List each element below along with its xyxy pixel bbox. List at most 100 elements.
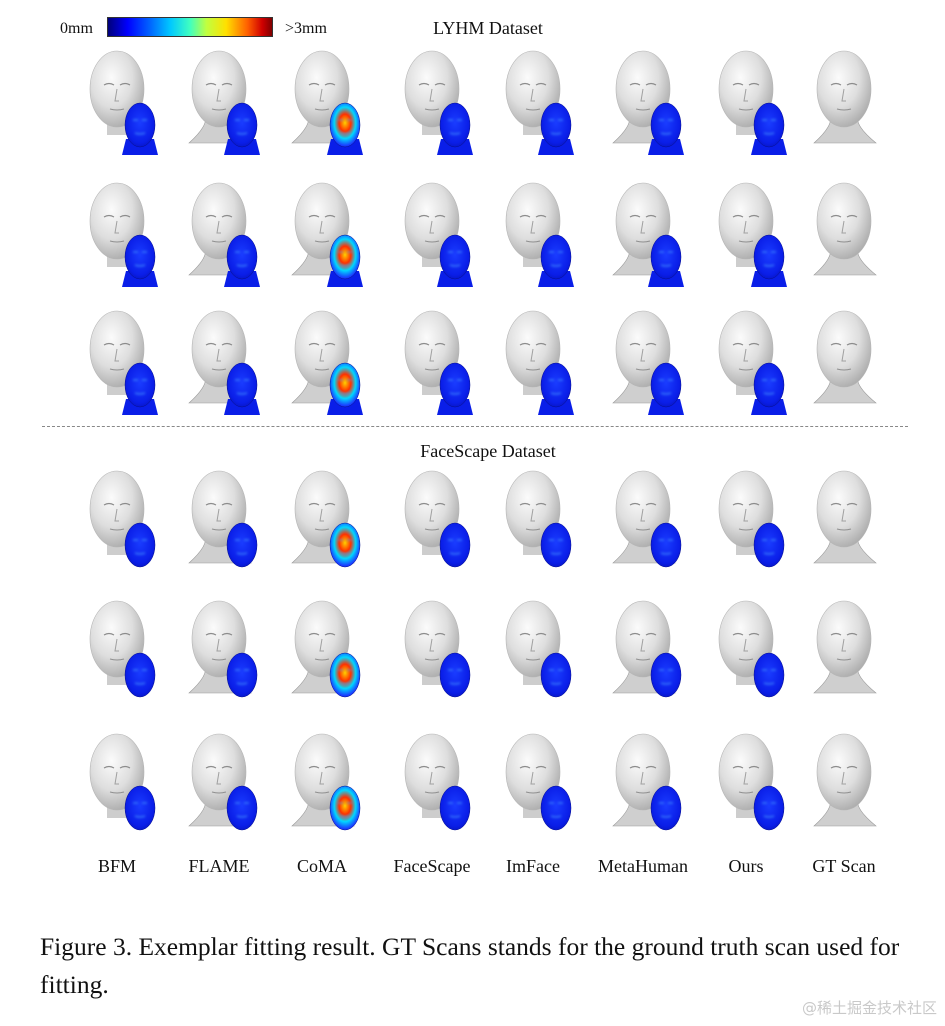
section-divider	[42, 426, 908, 427]
error-heatmap	[226, 522, 258, 568]
error-heatmap	[224, 234, 260, 287]
face-render	[188, 182, 260, 287]
error-heatmap	[124, 522, 156, 568]
face-render	[718, 310, 787, 415]
face-render	[505, 470, 572, 568]
face-render	[718, 733, 785, 831]
error-heatmap	[648, 102, 684, 155]
error-heatmap	[224, 102, 260, 155]
error-heatmap	[439, 522, 471, 568]
error-heatmap	[650, 522, 682, 568]
face-render	[612, 733, 682, 831]
face-render	[612, 600, 682, 698]
lyhm-dataset-title: LYHM Dataset	[433, 18, 543, 38]
face-render	[813, 310, 877, 404]
error-heatmap	[327, 362, 363, 415]
error-heatmap	[327, 102, 363, 155]
face-render	[404, 600, 471, 698]
error-heatmap	[648, 234, 684, 287]
face-render	[188, 50, 260, 155]
face-render	[89, 733, 156, 831]
figure-caption: Figure 3. Exemplar fitting result. GT Sc…	[40, 932, 900, 999]
face-render	[291, 182, 363, 287]
face-results-grid	[89, 50, 877, 831]
method-label-facescape: FaceScape	[393, 856, 471, 876]
face-render	[718, 50, 787, 155]
watermark: @稀土掘金技术社区	[801, 999, 937, 1017]
error-heatmap	[437, 234, 473, 287]
error-heatmap	[122, 102, 158, 155]
error-heatmap	[540, 652, 572, 698]
face-render	[404, 50, 473, 155]
face-render	[89, 600, 156, 698]
error-heatmap	[751, 234, 787, 287]
error-heatmap	[538, 102, 574, 155]
face-render	[404, 182, 473, 287]
error-heatmap	[540, 522, 572, 568]
face-render	[505, 50, 574, 155]
face-render	[505, 182, 574, 287]
method-label-gt-scan: GT Scan	[812, 856, 876, 876]
face-render	[612, 50, 684, 155]
face-render	[89, 50, 158, 155]
error-heatmap	[124, 785, 156, 831]
face-render	[505, 600, 572, 698]
error-heatmap	[226, 652, 258, 698]
face-render	[505, 733, 572, 831]
face-render	[404, 733, 471, 831]
face-render	[718, 600, 785, 698]
face-render	[291, 470, 361, 568]
error-heatmap	[538, 362, 574, 415]
method-label-flame: FLAME	[188, 856, 250, 876]
method-label-ours: Ours	[728, 856, 764, 876]
face-render	[813, 470, 877, 564]
error-heatmap	[751, 102, 787, 155]
face-render	[188, 470, 258, 568]
error-heatmap	[329, 652, 361, 698]
error-heatmap	[540, 785, 572, 831]
error-heatmap	[439, 785, 471, 831]
error-heatmap	[439, 652, 471, 698]
face-render	[612, 310, 684, 415]
face-render	[612, 470, 682, 568]
method-label-coma: CoMA	[296, 856, 347, 876]
face-render	[505, 310, 574, 415]
error-heatmap	[329, 785, 361, 831]
face-render	[813, 50, 877, 144]
face-render	[89, 182, 158, 287]
legend-min-label: 0mm	[60, 20, 93, 37]
error-heatmap	[122, 362, 158, 415]
method-label-imface: ImFace	[506, 856, 560, 876]
error-heatmap	[753, 522, 785, 568]
error-heatmap	[437, 102, 473, 155]
face-render	[291, 50, 363, 155]
face-render	[612, 182, 684, 287]
error-heatmap	[124, 652, 156, 698]
error-heatmap	[122, 234, 158, 287]
face-render	[291, 600, 361, 698]
face-render	[813, 182, 877, 276]
face-render	[188, 600, 258, 698]
face-render	[718, 470, 785, 568]
face-render	[404, 470, 471, 568]
face-render	[89, 470, 156, 568]
face-render	[813, 600, 877, 694]
error-heatmap	[224, 362, 260, 415]
error-heatmap	[327, 234, 363, 287]
error-heatmap	[329, 522, 361, 568]
facescape-dataset-title: FaceScape Dataset	[420, 441, 556, 461]
method-label-metahuman: MetaHuman	[598, 856, 688, 876]
error-heatmap	[538, 234, 574, 287]
error-heatmap	[753, 652, 785, 698]
face-render	[718, 182, 787, 287]
face-render	[813, 733, 877, 827]
method-label-bfm: BFM	[97, 856, 137, 876]
face-render	[188, 310, 260, 415]
face-render	[188, 733, 258, 831]
legend-max-label: >3mm	[285, 20, 327, 37]
error-heatmap	[751, 362, 787, 415]
error-heatmap	[753, 785, 785, 831]
error-heatmap	[226, 785, 258, 831]
face-render	[89, 310, 158, 415]
error-colorbar	[107, 17, 273, 37]
